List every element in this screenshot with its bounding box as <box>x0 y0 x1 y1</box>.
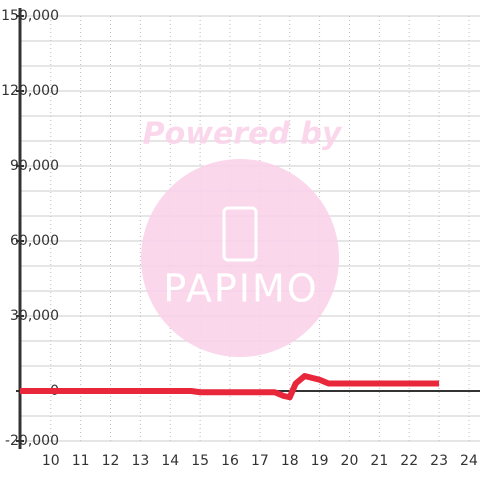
x-tick-label: 13 <box>131 453 149 469</box>
watermark-logo: PAPIMO <box>163 267 318 311</box>
x-tick-label: 24 <box>460 453 478 469</box>
y-tick-label: 60,000 <box>10 233 59 249</box>
y-tick-label: 90,000 <box>10 158 59 174</box>
y-tick-label: 30,000 <box>10 308 59 324</box>
x-tick-label: 10 <box>42 453 60 469</box>
y-tick-label: -20,000 <box>5 433 59 449</box>
y-tick-label: 120,000 <box>1 83 59 99</box>
x-tick-label: 11 <box>72 453 90 469</box>
x-tick-label: 21 <box>370 453 388 469</box>
y-tick-label: 150,000 <box>1 8 59 24</box>
line <box>20 373 440 401</box>
watermark-circle <box>141 159 339 357</box>
watermark: Powered by PAPIMO <box>141 117 343 357</box>
x-tick-label: 22 <box>400 453 418 469</box>
x-tick-label: 23 <box>430 453 448 469</box>
x-tick-label: 19 <box>311 453 329 469</box>
x-tick-label: 18 <box>281 453 299 469</box>
x-tick-label: 15 <box>191 453 209 469</box>
x-tick-label: 12 <box>102 453 120 469</box>
x-tick-label: 17 <box>251 453 269 469</box>
watermark-icon <box>222 206 258 262</box>
watermark-text: Powered by <box>143 117 343 152</box>
x-tick-label: 14 <box>161 453 179 469</box>
x-tick-label: 16 <box>221 453 239 469</box>
x-tick-label: 20 <box>341 453 359 469</box>
